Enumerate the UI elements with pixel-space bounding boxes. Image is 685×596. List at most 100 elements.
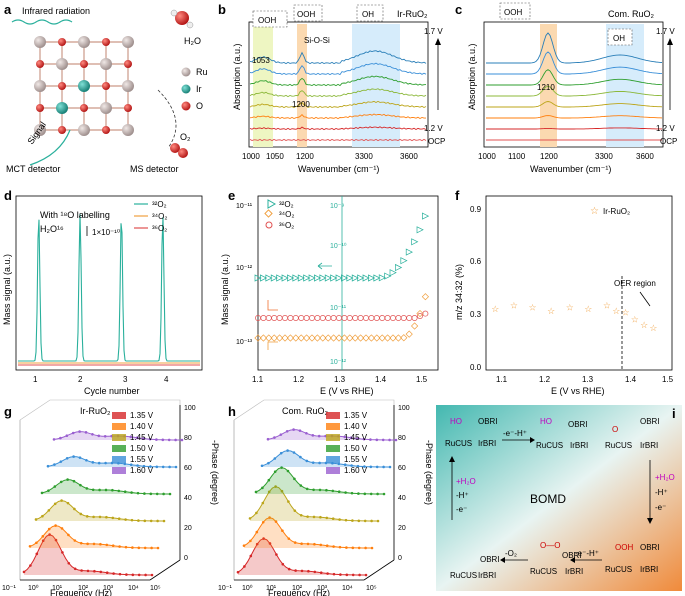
o2-molecule bbox=[170, 143, 180, 153]
c-peak-1210: 1210 bbox=[537, 83, 555, 92]
panel-a-letter: a bbox=[4, 2, 12, 17]
e-point-36o2 bbox=[325, 315, 332, 321]
o-atom bbox=[102, 38, 110, 46]
panel-h: h Com. RuO₂ 1.35 V 1.40 V 1.45 V 1.50 V 1.55… bbox=[218, 399, 434, 596]
infrared-label: Infrared radiation bbox=[22, 6, 90, 16]
svg-text:3300: 3300 bbox=[595, 152, 613, 161]
o-atom bbox=[102, 126, 110, 134]
b-ooh-box-2: OOH bbox=[297, 10, 315, 19]
rutile-lattice bbox=[34, 36, 134, 136]
e-point-34o2 bbox=[324, 334, 332, 342]
ru-atom bbox=[34, 80, 46, 92]
h-title: Com. RuO₂ bbox=[282, 406, 329, 416]
b-spectrum-4 bbox=[249, 88, 427, 98]
e-point-32o2 bbox=[416, 226, 424, 234]
svg-text:0: 0 bbox=[398, 555, 402, 562]
svg-text:1.1: 1.1 bbox=[496, 375, 508, 384]
f-point: ☆ bbox=[612, 306, 620, 316]
e-point-36o2 bbox=[265, 315, 272, 321]
svg-text:10⁴: 10⁴ bbox=[128, 585, 139, 592]
c-spectrum-5 bbox=[486, 69, 663, 86]
svg-text:20: 20 bbox=[398, 525, 406, 532]
svg-text:RuCUS: RuCUS bbox=[530, 567, 557, 576]
d-series-32o2 bbox=[18, 214, 200, 362]
e-point-32o2 bbox=[303, 274, 311, 282]
svg-text:Ir: Ir bbox=[196, 84, 202, 94]
e-point-36o2 bbox=[411, 315, 418, 321]
c-spectrum-3 bbox=[486, 101, 663, 108]
d-xlabel: Cycle number bbox=[84, 386, 140, 396]
o-atom bbox=[124, 60, 132, 68]
atom-legend: Ru Ir O bbox=[181, 67, 208, 111]
e-point-36o2 bbox=[341, 315, 348, 321]
h-zlabel: -Phase (degree) bbox=[424, 440, 434, 505]
i-step-2c: -e⁻ bbox=[655, 503, 666, 512]
f-point: ☆ bbox=[640, 320, 648, 330]
e-point-32o2 bbox=[254, 274, 262, 282]
e-point-32o2 bbox=[335, 274, 343, 282]
panel-e-series bbox=[254, 212, 430, 342]
e-point-34o2 bbox=[297, 334, 305, 342]
ru-atom bbox=[78, 124, 90, 136]
c-ooh-box: OOH bbox=[504, 8, 522, 17]
svg-text:RuCUS: RuCUS bbox=[605, 441, 632, 450]
svg-text:60: 60 bbox=[184, 465, 192, 472]
svg-text:10⁵: 10⁵ bbox=[366, 585, 377, 592]
legend-voltage-5: 1.60 V bbox=[344, 466, 368, 475]
f-point: ☆ bbox=[603, 301, 611, 311]
svg-text:IrBRI: IrBRI bbox=[640, 565, 658, 574]
b-spectrum-6 bbox=[249, 62, 427, 76]
g-title: Ir-RuO₂ bbox=[80, 406, 111, 416]
e-point-32o2 bbox=[362, 274, 370, 282]
svg-text:10⁻¹²: 10⁻¹² bbox=[330, 359, 347, 366]
svg-text:1.4: 1.4 bbox=[375, 375, 387, 384]
e-point-36o2 bbox=[282, 315, 288, 321]
h-xlabel: Frequency (Hz) bbox=[268, 588, 330, 596]
svg-text:IrBRI: IrBRI bbox=[478, 439, 496, 448]
svg-text:1000: 1000 bbox=[242, 152, 260, 161]
legend-voltage-3: 1.50 V bbox=[130, 444, 154, 453]
ms-detector-label: MS detector bbox=[130, 164, 179, 174]
f-point: ☆ bbox=[547, 306, 555, 316]
e-point-36o2 bbox=[363, 315, 369, 321]
legend-voltage-0: 1.35 V bbox=[344, 411, 368, 420]
svg-text:IrBRI: IrBRI bbox=[640, 441, 658, 450]
e-point-36o2 bbox=[357, 315, 364, 321]
e-yright-ticks: 10⁻⁹ 10⁻¹⁰ 10⁻¹¹ 10⁻¹² bbox=[330, 203, 347, 366]
legend-voltage-5: 1.60 V bbox=[130, 466, 154, 475]
svg-text:RuCUS: RuCUS bbox=[445, 439, 472, 448]
e-point-32o2 bbox=[389, 269, 397, 277]
svg-text:³²O₂: ³²O₂ bbox=[279, 200, 294, 209]
f-xticks: 1.1 1.2 1.3 1.4 1.5 bbox=[496, 375, 674, 384]
ru-atom bbox=[122, 80, 134, 92]
panel-i-letter: i bbox=[672, 406, 676, 421]
h2o-label: H₂O bbox=[184, 36, 201, 46]
svg-text:O: O bbox=[612, 425, 618, 434]
svg-text:3600: 3600 bbox=[400, 152, 418, 161]
panel-d-frame bbox=[15, 195, 203, 371]
f-oer-region: OER region bbox=[614, 279, 656, 288]
svg-text:10⁰: 10⁰ bbox=[242, 584, 253, 592]
svg-text:1050: 1050 bbox=[266, 152, 284, 161]
g-xlabel: Frequency (Hz) bbox=[50, 588, 112, 596]
ru-atom bbox=[122, 36, 134, 48]
e-point-32o2 bbox=[373, 274, 381, 282]
e-point-34o2 bbox=[335, 334, 343, 342]
c-xticks: 1000 1100 1200 3300 3600 bbox=[478, 152, 654, 161]
e-point-34o2 bbox=[389, 334, 397, 342]
e-point-36o2 bbox=[287, 315, 294, 321]
e-point-32o2 bbox=[324, 274, 332, 282]
e-point-36o2 bbox=[395, 315, 402, 321]
e-point-36o2 bbox=[271, 315, 278, 321]
e-point-36o2 bbox=[346, 315, 353, 321]
g-xticks: 10⁻¹ 10⁰ 10¹ 10² 10³ 10⁴ 10⁵ bbox=[2, 584, 161, 592]
c-v-top: 1.7 V bbox=[656, 27, 675, 36]
b-xlabel: Wavenumber (cm⁻¹) bbox=[298, 164, 379, 174]
i-step-5b: -H⁺ bbox=[456, 491, 469, 500]
g-zticks: 100 80 60 40 20 0 bbox=[184, 405, 196, 562]
svg-text:40: 40 bbox=[184, 495, 192, 502]
c-spectrum-7 bbox=[486, 32, 663, 64]
c-spectrum-4 bbox=[486, 85, 663, 97]
b-spectrum-2 bbox=[249, 113, 426, 120]
